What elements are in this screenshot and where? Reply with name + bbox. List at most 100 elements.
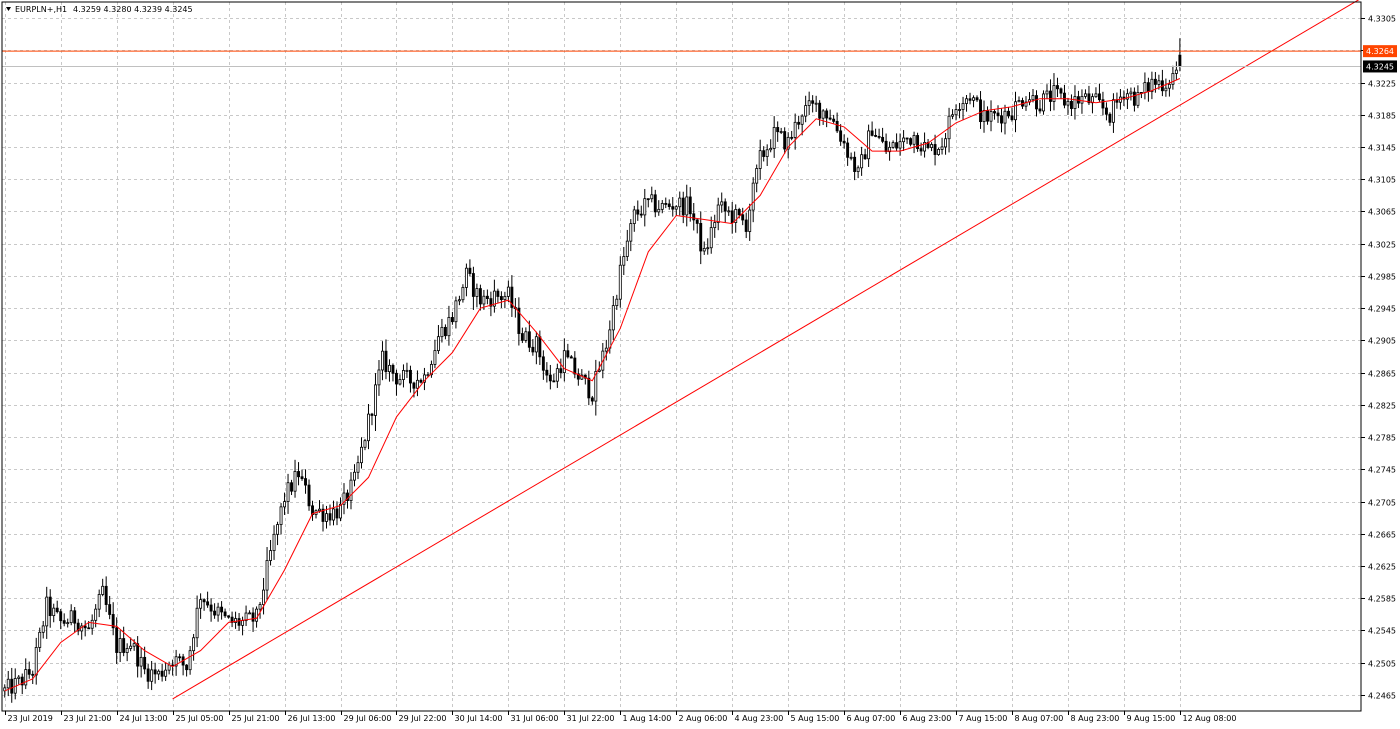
candle-body — [405, 369, 409, 372]
candle-body — [1035, 95, 1038, 110]
candle-body — [1150, 78, 1154, 93]
candle-body — [318, 508, 321, 512]
candle-body — [223, 611, 227, 617]
candle-body — [429, 363, 433, 376]
x-tick-label: 31 Jul 22:00 — [567, 714, 615, 723]
candle-body — [765, 149, 769, 157]
x-tick-label: 25 Jul 21:00 — [232, 714, 280, 723]
trendline[interactable] — [172, 0, 1362, 700]
candle-body — [122, 638, 126, 653]
candle-body — [1052, 85, 1056, 102]
candle-body — [723, 201, 727, 212]
candle-body — [153, 669, 157, 675]
candle-body — [415, 379, 419, 389]
x-tick-label: 4 Aug 23:00 — [735, 714, 784, 723]
candle-body — [1174, 69, 1178, 74]
candle-body — [1132, 91, 1136, 106]
candle-body — [930, 144, 934, 148]
candle-body — [979, 99, 982, 123]
candle-body — [1000, 115, 1003, 124]
candle-body — [737, 209, 741, 216]
grid — [2, 2, 1361, 711]
candle-body — [398, 379, 402, 385]
candle-body — [461, 287, 465, 301]
candle-body — [744, 219, 748, 232]
candle-body — [657, 208, 661, 213]
y-tick-label: 4.2625 — [1368, 563, 1396, 572]
time-axis[interactable]: 23 Jul 2019 23 Jul 21:00 24 Jul 13:00 25 Ju… — [5, 711, 1237, 723]
candle-body — [328, 513, 332, 521]
candle-body — [1059, 88, 1063, 94]
candle-body — [751, 182, 755, 211]
candle-body — [856, 167, 860, 172]
candle-body — [1153, 78, 1157, 85]
candle-body — [321, 508, 325, 522]
x-tick-label: 29 Jul 06:00 — [344, 714, 392, 723]
candle-body — [877, 135, 881, 138]
candle-body — [248, 612, 252, 615]
candle-body — [283, 501, 286, 508]
candle-body — [884, 140, 888, 153]
candle-body — [332, 508, 335, 521]
candle-body — [174, 656, 178, 667]
candle-body — [1049, 90, 1052, 102]
y-tick-label: 4.2905 — [1368, 337, 1396, 346]
candle-body — [552, 380, 556, 383]
candle-body — [667, 203, 671, 208]
candle-body — [377, 369, 381, 386]
candle-body — [1084, 93, 1087, 97]
trendline-layer[interactable] — [172, 0, 1362, 700]
candle-body — [118, 638, 122, 653]
y-tick-label: 4.3105 — [1368, 176, 1396, 185]
candle-body — [503, 295, 507, 301]
candle-body — [1143, 82, 1147, 94]
candle-body — [821, 110, 825, 119]
triangle-down-icon[interactable] — [6, 7, 11, 11]
y-tick-label: 4.3145 — [1368, 144, 1396, 153]
candle-body — [262, 589, 266, 605]
candle-body — [496, 290, 500, 297]
price-axis[interactable]: 4.33054.32654.32254.31854.31454.31054.30… — [1361, 15, 1396, 701]
candle-body — [776, 127, 780, 133]
candle-body — [408, 369, 412, 384]
candle-body — [860, 154, 864, 169]
candle-body — [1038, 108, 1042, 112]
candle-body — [297, 471, 300, 478]
candle-body — [772, 127, 776, 149]
candle-body — [1080, 95, 1084, 104]
candle-body — [905, 137, 909, 140]
candle-body — [304, 478, 307, 486]
x-tick-label: 26 Jul 13:00 — [288, 714, 336, 723]
y-tick-label: 4.3025 — [1368, 241, 1396, 250]
alert-price-tag-label: 4.3264 — [1366, 47, 1394, 56]
candle-body — [433, 350, 437, 365]
candle-body — [566, 350, 570, 358]
candle-body — [34, 647, 38, 676]
candle-body — [167, 664, 171, 671]
x-tick-label: 9 Aug 15:00 — [1127, 714, 1176, 723]
candle-body — [381, 350, 384, 371]
candle-body — [716, 204, 720, 223]
candle-body — [129, 645, 133, 649]
candle-body — [685, 196, 689, 216]
candle-body — [1056, 85, 1059, 90]
candle-body — [1087, 93, 1091, 104]
candle-body — [234, 618, 238, 623]
candle-body — [622, 256, 626, 266]
price-levels[interactable] — [2, 50, 1361, 67]
candle-body — [384, 350, 388, 373]
candle-body — [1045, 90, 1049, 95]
candle-body — [1024, 101, 1028, 107]
candle-body — [76, 622, 80, 632]
candle-body — [545, 369, 549, 376]
x-tick-label: 7 Aug 15:00 — [959, 714, 1008, 723]
candle-body — [972, 97, 975, 101]
candle-body — [1003, 110, 1007, 124]
candle-body — [1042, 93, 1045, 112]
x-tick-label: 1 Aug 14:00 — [623, 714, 672, 723]
candle-body — [1094, 93, 1098, 98]
candle-body — [27, 669, 31, 675]
candle-body — [492, 290, 496, 307]
